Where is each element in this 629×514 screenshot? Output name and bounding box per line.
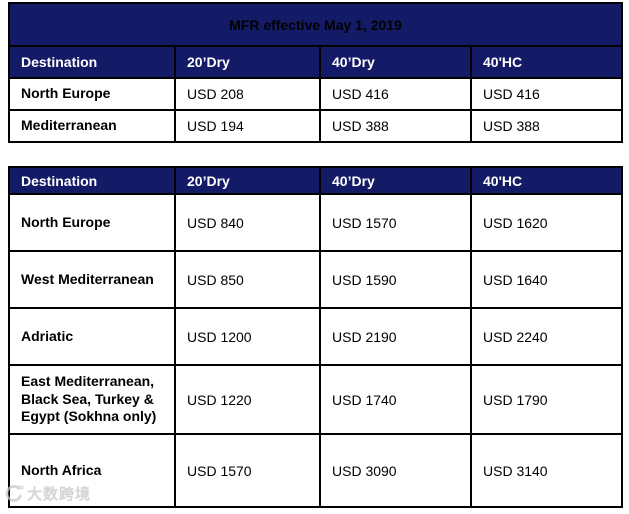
destination-cell: Adriatic: [8, 307, 176, 366]
table-title-row: MFR effective May 1, 2019: [8, 2, 623, 47]
col-header-40hc: 40'HC: [470, 166, 623, 195]
col-header-destination: Destination: [8, 45, 176, 79]
rate-cell-40hc: USD 1620: [470, 193, 623, 252]
header-row: Destination 20’Dry 40’Dry 40'HC: [8, 166, 623, 195]
table-row: North Europe USD 840 USD 1570 USD 1620: [8, 193, 623, 252]
rate-cell-40dry: USD 416: [319, 77, 472, 111]
rate-cell-20dry: USD 1220: [174, 364, 321, 435]
rate-cell-20dry: USD 1570: [174, 433, 321, 508]
table-row: Adriatic USD 1200 USD 2190 USD 2240: [8, 307, 623, 366]
destination-cell: Mediterranean: [8, 109, 176, 143]
rate-cell-40hc: USD 1790: [470, 364, 623, 435]
destination-cell: East Mediterranean, Black Sea, Turkey & …: [8, 364, 176, 435]
rate-cell-20dry: USD 850: [174, 250, 321, 309]
header-row: Destination 20’Dry 40’Dry 40'HC: [8, 45, 623, 79]
table-row: North Europe USD 208 USD 416 USD 416: [8, 77, 623, 111]
rate-cell-40hc: USD 416: [470, 77, 623, 111]
col-header-20dry: 20’Dry: [174, 45, 321, 79]
rate-cell-40hc: USD 3140: [470, 433, 623, 508]
col-header-40hc: 40'HC: [470, 45, 623, 79]
rate-cell-40dry: USD 1590: [319, 250, 472, 309]
rate-cell-40hc: USD 388: [470, 109, 623, 143]
col-header-20dry: 20’Dry: [174, 166, 321, 195]
table-row: Mediterranean USD 194 USD 388 USD 388: [8, 109, 623, 143]
rate-cell-20dry: USD 840: [174, 193, 321, 252]
rate-cell-40hc: USD 2240: [470, 307, 623, 366]
rate-cell-40hc: USD 1640: [470, 250, 623, 309]
rate-cell-20dry: USD 208: [174, 77, 321, 111]
destination-cell: North Africa: [8, 433, 176, 508]
destination-cell: North Europe: [8, 193, 176, 252]
rate-cell-40dry: USD 2190: [319, 307, 472, 366]
col-header-40dry: 40’Dry: [319, 45, 472, 79]
mfr-detail-table: Destination 20’Dry 40’Dry 40'HC North Eu…: [8, 166, 623, 508]
col-header-40dry: 40’Dry: [319, 166, 472, 195]
rate-cell-40dry: USD 1740: [319, 364, 472, 435]
destination-cell: West Mediterranean: [8, 250, 176, 309]
rate-cell-20dry: USD 1200: [174, 307, 321, 366]
table-row: East Mediterranean, Black Sea, Turkey & …: [8, 364, 623, 435]
rate-cell-20dry: USD 194: [174, 109, 321, 143]
mfr-summary-table: MFR effective May 1, 2019 Destination 20…: [8, 2, 623, 143]
col-header-destination: Destination: [8, 166, 176, 195]
rate-cell-40dry: USD 388: [319, 109, 472, 143]
rate-cell-40dry: USD 1570: [319, 193, 472, 252]
destination-cell: North Europe: [8, 77, 176, 111]
table-title-banner: MFR effective May 1, 2019: [8, 2, 623, 47]
rate-cell-40dry: USD 3090: [319, 433, 472, 508]
table-row: North Africa USD 1570 USD 3090 USD 3140: [8, 433, 623, 508]
table-row: West Mediterranean USD 850 USD 1590 USD …: [8, 250, 623, 309]
